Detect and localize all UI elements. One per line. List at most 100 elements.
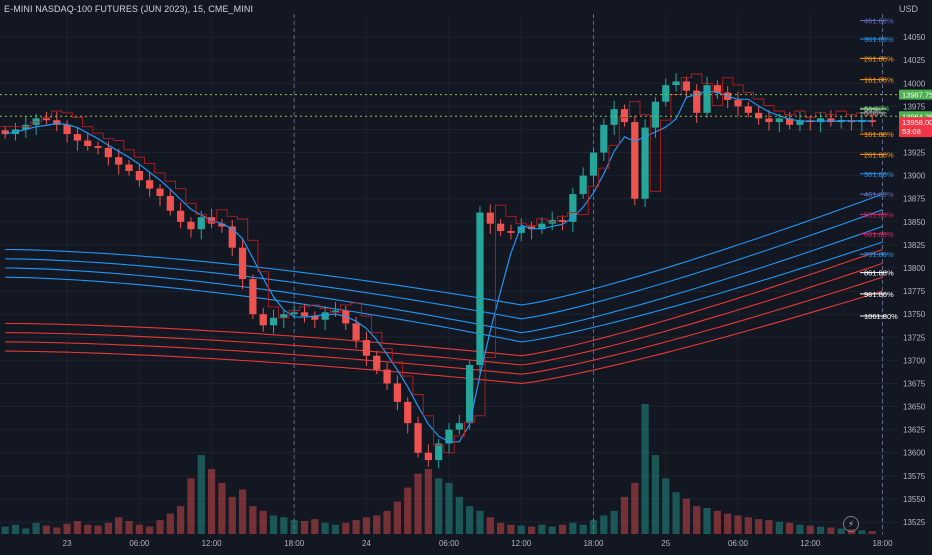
y-tick-label: 13700: [903, 356, 926, 365]
candle-body: [827, 118, 835, 123]
volume-bar: [538, 524, 546, 534]
volume-bar: [94, 525, 102, 534]
fib-level-label: 261.80%: [864, 150, 894, 159]
volume-bar: [734, 515, 742, 534]
y-tick-label: 13900: [903, 172, 926, 181]
volume-bar: [269, 515, 278, 534]
moving-average-line: [5, 90, 873, 443]
volume-bar: [579, 524, 587, 534]
fib-level-label: 661.80%: [864, 230, 894, 239]
currency-label: USD: [898, 4, 918, 14]
candle-body: [466, 364, 474, 424]
volume-bar: [476, 510, 484, 534]
y-tick-label: 13850: [903, 218, 926, 227]
price-tag-label: 13987.75: [902, 91, 932, 100]
volume-bar: [11, 524, 20, 534]
volume-bar: [146, 526, 154, 534]
x-tick-label: 06:00: [439, 539, 460, 548]
volume-bar: [321, 522, 329, 534]
candle-body: [775, 118, 783, 123]
candle-body: [311, 316, 319, 320]
volume-bar: [713, 510, 721, 534]
x-tick-label: 06:00: [129, 539, 150, 548]
volume-bar: [703, 508, 711, 534]
y-tick-label: 13975: [903, 102, 926, 111]
volume-bar: [53, 527, 61, 534]
volume-bar: [455, 496, 463, 534]
candle-body: [713, 85, 721, 93]
y-tick-label: 13800: [903, 264, 926, 273]
stepped-trail-line: [0, 73, 878, 454]
x-tick-label: 12:00: [511, 539, 532, 548]
candle-body: [734, 99, 742, 107]
volume-bar: [610, 510, 618, 534]
fib-level-label: 961.80%: [864, 290, 894, 299]
candle-body: [53, 120, 61, 125]
volume-bar: [744, 517, 752, 534]
candle-body: [455, 423, 463, 430]
volume-bar: [249, 506, 257, 534]
candle-body: [620, 109, 629, 123]
candle-body: [63, 124, 71, 135]
volume-bar: [589, 520, 598, 534]
y-tick-label: 14025: [903, 56, 926, 65]
lightning-bolt-icon[interactable]: ⚡: [843, 516, 859, 532]
candle-body: [662, 85, 670, 102]
volume-bar: [466, 506, 474, 534]
candle-body: [177, 210, 185, 222]
volume-bar: [858, 530, 866, 534]
y-tick-label: 13625: [903, 426, 926, 435]
ema-band-blue: [5, 241, 883, 343]
volume-bar: [651, 455, 660, 534]
volume-bar: [662, 478, 670, 534]
candle-body: [786, 118, 794, 125]
volume-bar: [362, 517, 371, 534]
volume-bar: [486, 517, 494, 534]
volume-bar: [73, 521, 82, 534]
candle-body: [362, 340, 371, 356]
volume-bar: [806, 525, 814, 534]
candle-body: [73, 134, 82, 141]
fib-level-label: 561.80%: [864, 210, 894, 219]
volume-bar: [404, 487, 412, 534]
ema-band-blue: [5, 193, 883, 306]
candle-body: [538, 223, 546, 230]
candle-body: [579, 175, 587, 195]
y-tick-label: 14000: [903, 79, 926, 88]
candle-body: [476, 212, 484, 365]
fib-level-label: 461.80%: [864, 16, 894, 25]
volume-bar: [837, 528, 845, 534]
volume-bar: [84, 524, 92, 534]
volume-bar: [228, 496, 236, 534]
volume-bar: [22, 528, 30, 534]
volume-bar: [331, 524, 340, 534]
volume-bar: [620, 496, 629, 534]
candle-body: [569, 194, 577, 222]
price-tag-label: 13958.00: [902, 118, 932, 127]
candle-body: [517, 226, 525, 233]
fib-level-label: 461.80%: [864, 190, 894, 199]
candle-body: [115, 157, 123, 165]
volume-bar: [125, 521, 133, 534]
candle-body: [393, 383, 402, 402]
candle-body: [249, 279, 257, 315]
x-tick-label: 24: [362, 539, 371, 548]
fib-level-label: 761.80%: [864, 250, 894, 259]
y-tick-label: 13775: [903, 287, 926, 296]
volume-bar: [496, 522, 505, 534]
volume-bar: [786, 522, 794, 534]
volume-bar: [104, 522, 112, 534]
volume-bar: [868, 531, 876, 534]
y-tick-label: 13925: [903, 149, 926, 158]
volume-bar: [724, 513, 732, 534]
fib-level-label: 361.80%: [864, 35, 894, 44]
candle-body: [300, 312, 309, 317]
volume-bar: [238, 489, 247, 534]
candle-body: [321, 312, 329, 320]
volume-bar: [42, 525, 51, 534]
candle-body: [496, 223, 505, 232]
fib-level-label: 0.00%: [864, 109, 886, 118]
candle-body: [125, 164, 133, 172]
